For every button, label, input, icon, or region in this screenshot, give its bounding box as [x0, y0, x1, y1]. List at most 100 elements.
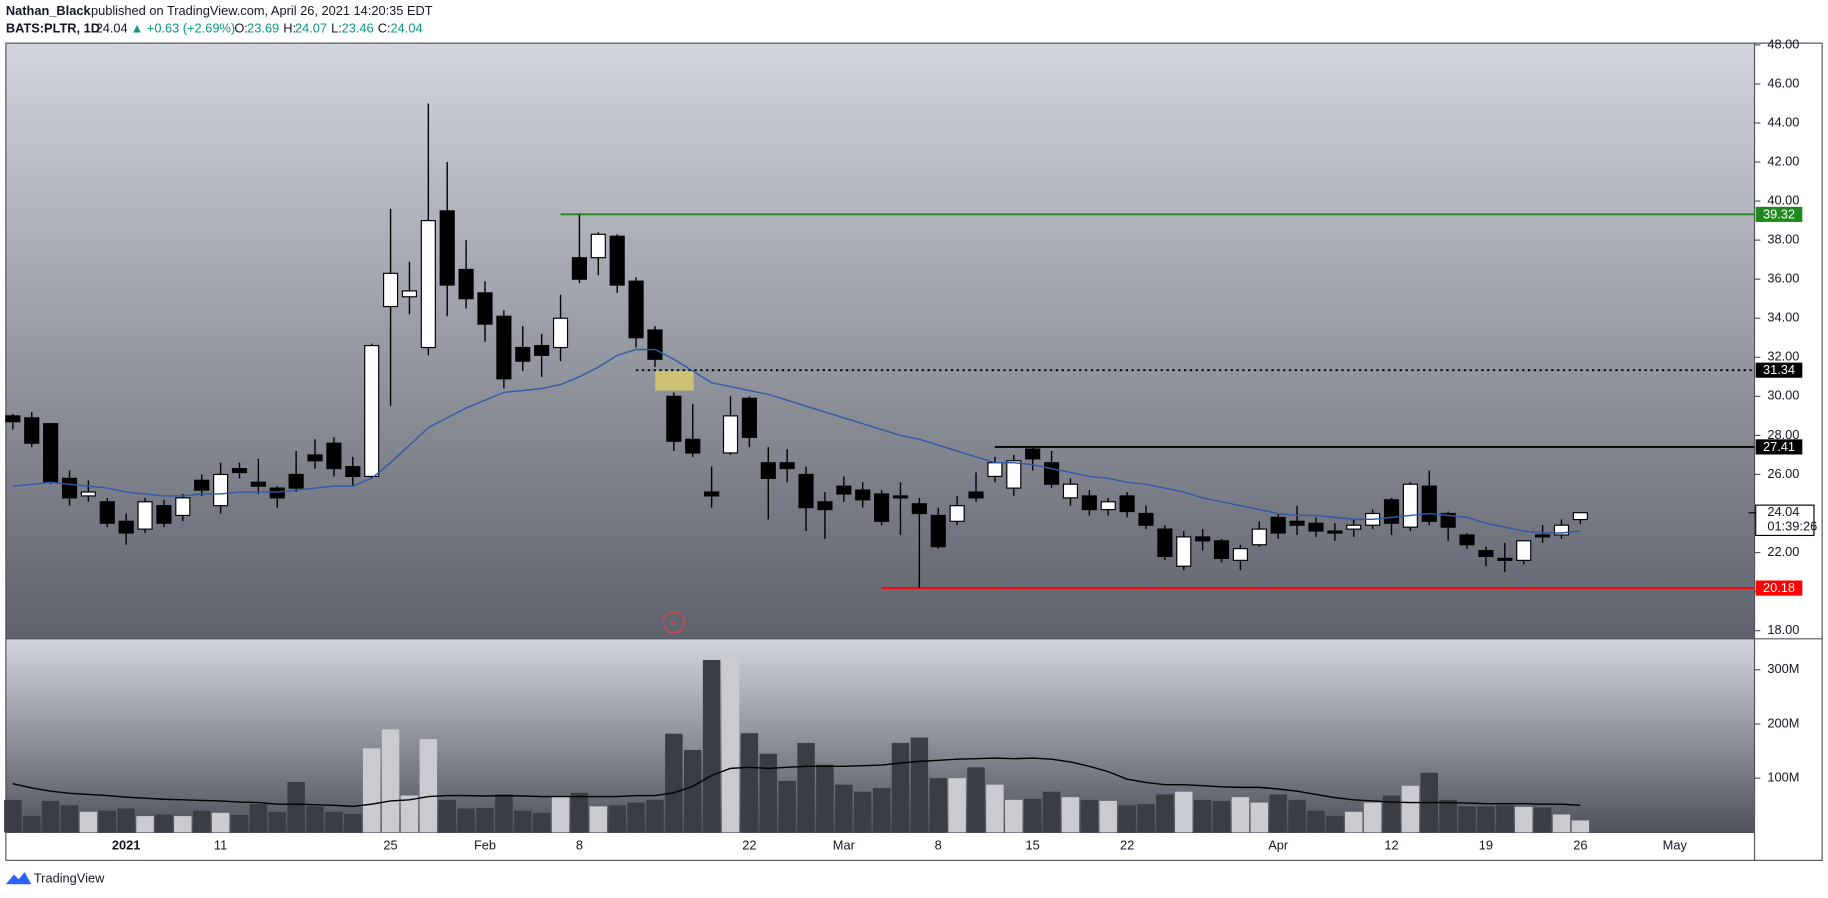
- volume-tick-label: 100M: [1767, 770, 1799, 785]
- volume-bar: [155, 814, 173, 833]
- volume-bar: [1344, 811, 1363, 833]
- volume-bar: [721, 657, 740, 833]
- last-price-tag: [1755, 504, 1815, 537]
- candle-body: [987, 462, 1003, 477]
- volume-bar: [683, 749, 702, 833]
- level-tag: [1755, 580, 1803, 596]
- brand: TradingView: [34, 870, 105, 885]
- earnings-marker: [662, 611, 685, 634]
- candle-body: [1459, 534, 1475, 546]
- volume-bar: [1080, 799, 1099, 833]
- volume-bar: [400, 795, 419, 833]
- level-tag-label: 39.32: [1763, 206, 1795, 221]
- candle-body: [477, 292, 493, 325]
- candle-body: [1402, 483, 1418, 528]
- candle-body: [194, 479, 210, 491]
- volume-bar: [495, 794, 513, 833]
- volume-bar: [797, 742, 815, 833]
- volume-bar: [136, 816, 154, 833]
- volume-tick-label: 300M: [1767, 661, 1799, 676]
- volume-bar: [1005, 799, 1023, 833]
- volume-bar: [702, 659, 721, 833]
- volume-bar: [476, 807, 494, 833]
- candle-body: [1006, 460, 1022, 489]
- volume-bar: [589, 806, 608, 833]
- o-label: O:: [234, 21, 248, 36]
- volume-bar: [816, 764, 834, 833]
- level-tag-label: 27.41: [1763, 439, 1795, 454]
- candle-body: [1535, 534, 1551, 538]
- candle-body: [24, 417, 40, 444]
- candle-body: [968, 491, 984, 499]
- l-label: L:: [331, 21, 342, 36]
- candle-body: [118, 520, 134, 534]
- candle-body: [269, 487, 285, 499]
- candle-body: [364, 344, 380, 477]
- volume-bar: [1363, 802, 1382, 833]
- candle-body: [1516, 540, 1532, 561]
- volume-bar: [1156, 794, 1174, 833]
- volume-bar: [1061, 797, 1080, 833]
- candle-body: [930, 514, 946, 548]
- candle-body: [345, 466, 361, 477]
- o-value: 23.69: [247, 21, 279, 36]
- candle-body: [5, 415, 21, 423]
- candle-body: [628, 280, 644, 339]
- volume-bar: [1496, 805, 1514, 833]
- level-tag-label: 20.18: [1763, 580, 1795, 595]
- y-tick-label: 38.00: [1767, 232, 1799, 247]
- volume-bar: [910, 737, 929, 833]
- y-tick-label: 32.00: [1767, 349, 1799, 364]
- volume-bar: [835, 784, 853, 833]
- volume-bar: [759, 753, 778, 833]
- volume-bar: [438, 799, 456, 833]
- candle-body: [175, 497, 191, 517]
- candle-body: [1308, 522, 1324, 532]
- candle-body: [911, 503, 927, 515]
- publisher: Nathan_Black: [6, 3, 92, 18]
- candle-body: [1421, 485, 1437, 522]
- y-tick-label: 26.00: [1767, 466, 1799, 481]
- volume-bar: [1250, 802, 1269, 833]
- volume-average: [12, 757, 1581, 808]
- volume-bar: [1458, 806, 1476, 833]
- candle-body: [704, 491, 720, 497]
- volume-bar: [872, 787, 891, 833]
- candle-body: [874, 493, 890, 522]
- candle-body: [420, 220, 436, 349]
- volume-bar: [60, 805, 79, 833]
- volume-bar: [1175, 791, 1193, 833]
- volume-bar: [570, 792, 589, 833]
- x-tick-label: 8: [576, 838, 583, 853]
- candle-body: [1327, 530, 1343, 534]
- earnings-label: E: [670, 618, 677, 629]
- volume-bar: [381, 729, 400, 833]
- volume-bar: [532, 812, 551, 833]
- volume-bar: [967, 767, 985, 833]
- x-tick-label: 15: [1026, 838, 1040, 853]
- x-tick-label: Feb: [474, 838, 496, 853]
- volume-bar: [1042, 791, 1061, 833]
- candle-body: [496, 315, 512, 380]
- candle-body: [137, 501, 153, 530]
- c-label: C:: [378, 21, 391, 36]
- candle-body: [1081, 495, 1097, 511]
- volume-bar: [1099, 800, 1117, 833]
- candle-body: [401, 290, 418, 298]
- volume-bar: [1401, 785, 1420, 833]
- candle-body: [760, 462, 776, 479]
- price-pane: [5, 43, 1755, 639]
- candle-body: [534, 344, 550, 356]
- candle-body: [685, 438, 701, 454]
- candle-body: [609, 235, 625, 286]
- candle-body: [326, 442, 342, 470]
- level-tag: [1755, 362, 1803, 378]
- last-price-label: 24.04: [1767, 504, 1799, 519]
- candle-body: [798, 473, 814, 509]
- volume-bar: [1552, 814, 1571, 833]
- y-tick-label: 22.00: [1767, 544, 1799, 559]
- x-tick-label: 22: [742, 838, 756, 853]
- symbol: BATS:PLTR, 1D: [6, 21, 100, 36]
- candle-body: [61, 477, 78, 499]
- candle-body: [1100, 501, 1116, 511]
